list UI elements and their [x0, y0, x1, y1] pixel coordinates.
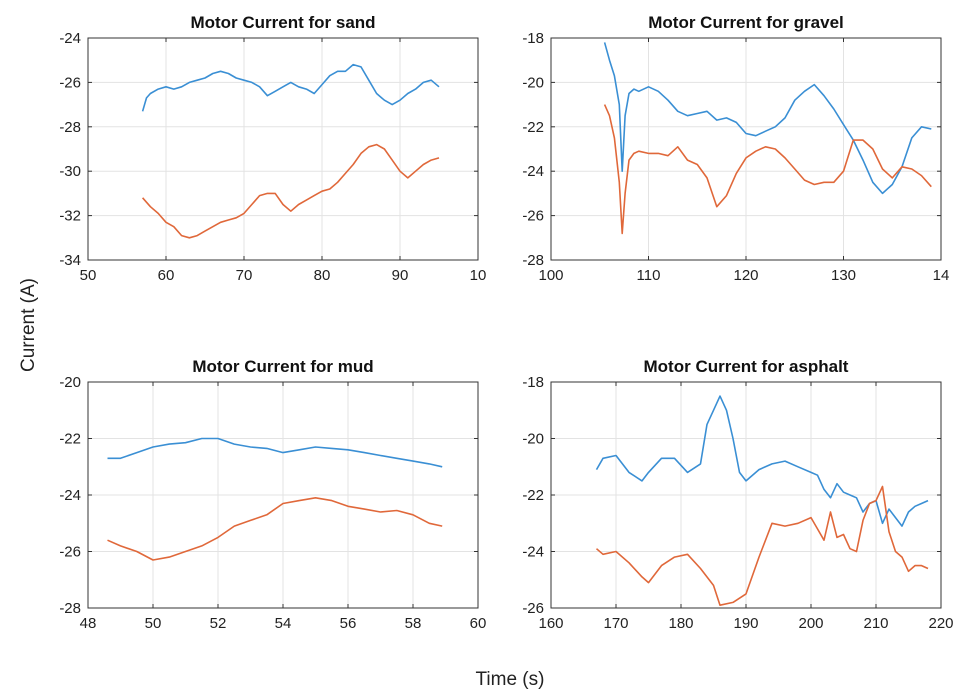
x-tick-label: 70	[236, 267, 253, 284]
series-line-2-mud	[107, 497, 443, 561]
y-tick-label: -22	[59, 431, 81, 448]
y-tick-label: -24	[59, 487, 81, 504]
x-tick-label: 160	[538, 615, 563, 632]
panel-gravel: 100 110 120 130 14 -28 -26 -24 -22 -20 -18 Motor Cu…	[522, 13, 949, 284]
y-tick-label: -28	[59, 119, 81, 136]
series-line-1-sand	[141, 63, 440, 112]
y-tick-label: -28	[522, 252, 544, 269]
y-tick-label: -26	[59, 74, 81, 91]
y-tick-label: -20	[522, 431, 544, 448]
y-tick-label: -18	[522, 30, 544, 47]
y-tick-label: -22	[522, 487, 544, 504]
x-tick-label: 180	[668, 615, 693, 632]
y-tick-label: -22	[522, 119, 544, 136]
panel-mud: 48 50 52 54 56 58 60 -28 -26 -24 -22 -20 Motor Curre…	[59, 357, 486, 632]
x-tick-label: 110	[637, 267, 661, 284]
series-line-2-asphalt	[595, 485, 929, 606]
y-axis-label: Current (A)	[18, 278, 39, 372]
x-tick-label: 120	[733, 267, 758, 284]
x-tick-label: 52	[210, 615, 227, 632]
x-tick-label: 100	[538, 267, 563, 284]
y-tick-label: -34	[59, 252, 81, 269]
x-tick-label: 80	[314, 267, 331, 284]
x-tick-label: 60	[470, 615, 487, 632]
panel-sand: 50 60 70 80 90 10 -34 -32 -30 -28 -26 -24 Motor Curr…	[59, 13, 486, 284]
y-tick-label: -26	[522, 600, 544, 617]
x-tick-label: 56	[340, 615, 357, 632]
y-tick-label: -24	[522, 544, 544, 561]
panel-title-sand: Motor Current for sand	[190, 13, 375, 32]
y-tick-label: -32	[59, 208, 81, 225]
y-tick-label: -30	[59, 163, 81, 180]
x-tick-label: 48	[80, 615, 97, 632]
series-line-1-gravel	[603, 42, 932, 195]
x-tick-label: 50	[80, 267, 97, 284]
y-tick-label: -28	[59, 600, 81, 617]
y-tick-label: -24	[59, 30, 81, 47]
series-line-2-sand	[141, 143, 440, 239]
panel-title-mud: Motor Current for mud	[192, 357, 373, 376]
panel-asphalt: 160 170 180 190 200 210 220 -26 -24 -22 -20 -18 Moto…	[522, 357, 953, 632]
axes-frame-sand	[87, 37, 479, 261]
x-tick-label: 200	[798, 615, 823, 632]
x-tick-label: 170	[603, 615, 628, 632]
y-tick-label: -18	[522, 374, 544, 391]
x-tick-label: 210	[863, 615, 888, 632]
x-tick-label: 58	[405, 615, 422, 632]
y-tick-label: -26	[59, 544, 81, 561]
subplot-panels: 50 60 70 80 90 10 -34 -32 -30 -28 -26 -24 Motor Curr…	[59, 13, 953, 632]
panel-title-asphalt: Motor Current for asphalt	[644, 357, 849, 376]
y-tick-label: -20	[59, 374, 81, 391]
series-line-1-asphalt	[595, 395, 929, 527]
x-tick-label: 50	[145, 615, 162, 632]
x-tick-label: 10	[470, 267, 487, 284]
x-tick-label: 60	[158, 267, 175, 284]
x-tick-label: 54	[275, 615, 292, 632]
x-axis-label: Time (s)	[476, 669, 545, 690]
x-tick-label: 14	[933, 267, 950, 284]
x-tick-label: 190	[733, 615, 758, 632]
y-tick-label: -26	[522, 208, 544, 225]
panel-title-gravel: Motor Current for gravel	[648, 13, 844, 32]
y-tick-label: -20	[522, 74, 544, 91]
series-line-1-mud	[107, 437, 443, 468]
x-tick-label: 220	[928, 615, 953, 632]
y-tick-label: -24	[522, 163, 544, 180]
series-line-2-gravel	[603, 104, 932, 235]
plot-area-sand	[88, 38, 478, 260]
x-tick-label: 90	[392, 267, 409, 284]
x-tick-label: 130	[831, 267, 856, 284]
